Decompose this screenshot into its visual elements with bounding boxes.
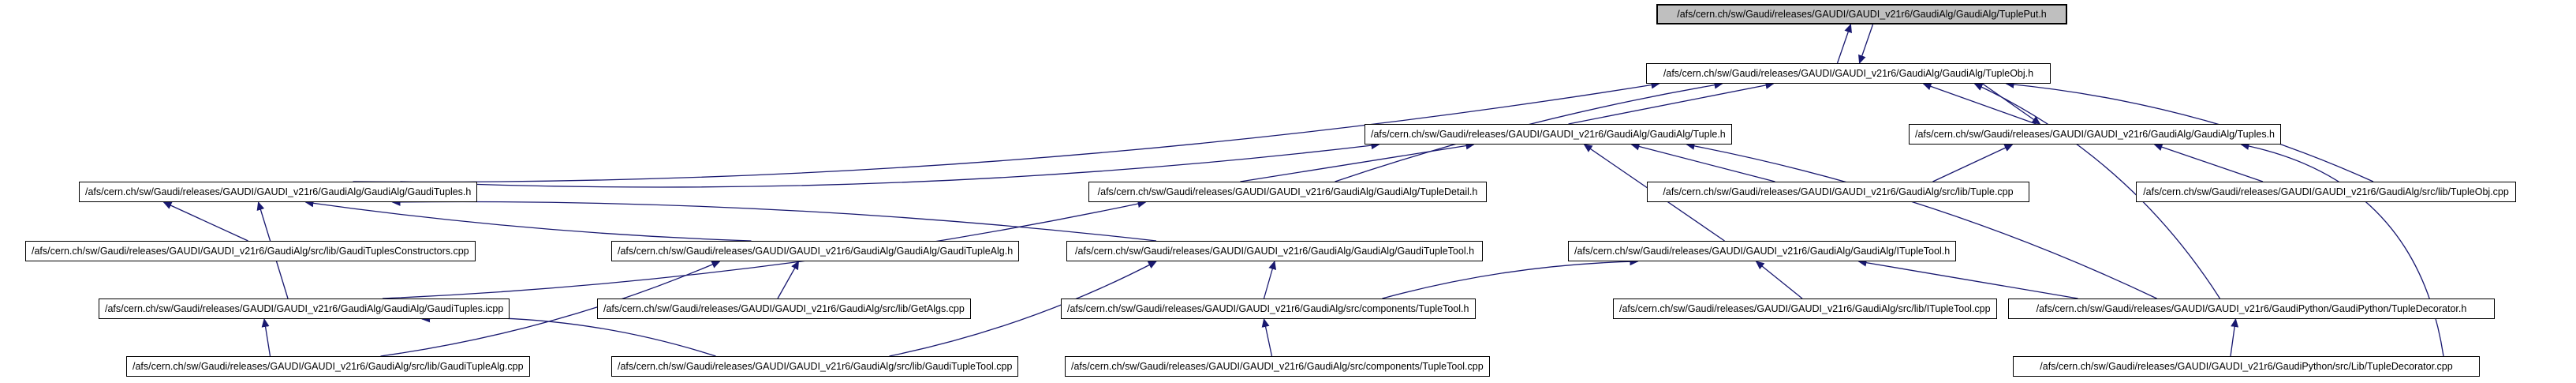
include-edge <box>1755 261 1803 299</box>
graph-node[interactable]: /afs/cern.ch/sw/Gaudi/releases/GAUDI/GAU… <box>99 299 510 319</box>
graph-node[interactable]: /afs/cern.ch/sw/Gaudi/releases/GAUDI/GAU… <box>2136 182 2516 202</box>
include-edge <box>1630 142 1775 182</box>
graph-node[interactable]: /afs/cern.ch/sw/Gaudi/releases/GAUDI/GAU… <box>1568 241 1957 261</box>
graph-node[interactable]: /afs/cern.ch/sw/Gaudi/releases/GAUDI/GAU… <box>1088 182 1487 202</box>
graph-node[interactable]: /afs/cern.ch/sw/Gaudi/releases/GAUDI/GAU… <box>126 356 530 377</box>
graph-node[interactable]: /afs/cern.ch/sw/Gaudi/releases/GAUDI/GAU… <box>1646 63 2051 84</box>
graph-node[interactable]: /afs/cern.ch/sw/Gaudi/releases/GAUDI/GAU… <box>1909 124 2281 145</box>
graph-node[interactable]: /afs/cern.ch/sw/Gaudi/releases/GAUDI/GAU… <box>25 241 476 261</box>
include-edge <box>777 261 800 299</box>
include-edge <box>1263 261 1277 299</box>
include-edge <box>1240 141 1475 182</box>
graph-node-root[interactable]: /afs/cern.ch/sw/Gaudi/releases/GAUDI/GAU… <box>1656 4 2067 24</box>
include-edge <box>1568 81 1775 125</box>
include-edge <box>304 199 752 242</box>
graph-node[interactable]: /afs/cern.ch/sw/Gaudi/releases/GAUDI/GAU… <box>1061 299 1476 319</box>
graph-node[interactable]: /afs/cern.ch/sw/Gaudi/releases/GAUDI/GAU… <box>2013 356 2480 377</box>
graph-node[interactable]: /afs/cern.ch/sw/Gaudi/releases/GAUDI/GAU… <box>1065 356 1490 377</box>
include-edge <box>391 197 1157 242</box>
include-edge <box>1836 24 1852 64</box>
include-edge <box>2230 318 2239 357</box>
include-edge <box>1932 144 2014 182</box>
include-edge <box>400 141 1380 188</box>
graph-node[interactable]: /afs/cern.ch/sw/Gaudi/releases/GAUDI/GAU… <box>1365 124 1732 145</box>
graph-node[interactable]: /afs/cern.ch/sw/Gaudi/releases/GAUDI/GAU… <box>611 356 1019 377</box>
include-edge <box>421 314 716 357</box>
graph-node[interactable]: /afs/cern.ch/sw/Gaudi/releases/GAUDI/GAU… <box>2008 299 2495 319</box>
include-edge <box>1982 83 2041 125</box>
include-edge <box>162 201 248 242</box>
include-edge <box>2240 142 2444 357</box>
include-edge <box>1857 258 2078 299</box>
include-edge <box>261 318 271 357</box>
graph-node[interactable]: /afs/cern.ch/sw/Gaudi/releases/GAUDI/GAU… <box>1647 182 2029 202</box>
include-edge <box>1686 141 2157 299</box>
include-edge <box>1382 257 1639 299</box>
graph-node[interactable]: /afs/cern.ch/sw/Gaudi/releases/GAUDI/GAU… <box>611 241 1020 261</box>
include-edge <box>1261 318 1273 357</box>
include-edge <box>1858 24 1874 64</box>
graph-node[interactable]: /afs/cern.ch/sw/Gaudi/releases/GAUDI/GAU… <box>1066 241 1483 261</box>
graph-node[interactable]: /afs/cern.ch/sw/Gaudi/releases/GAUDI/GAU… <box>597 299 971 319</box>
graph-node[interactable]: /afs/cern.ch/sw/Gaudi/releases/GAUDI/GAU… <box>1613 299 1997 319</box>
include-edge <box>2153 143 2264 182</box>
graph-node[interactable]: /afs/cern.ch/sw/Gaudi/releases/GAUDI/GAU… <box>79 182 478 202</box>
include-edge <box>1922 82 2037 125</box>
